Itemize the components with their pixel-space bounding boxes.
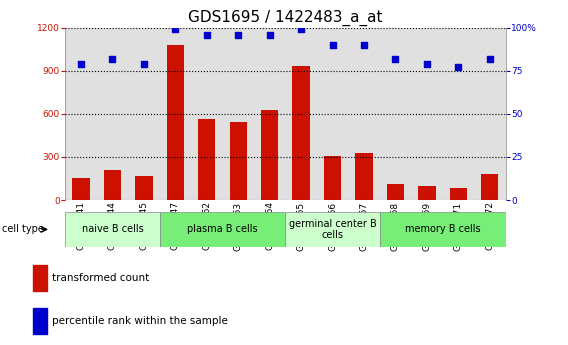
Text: naive B cells: naive B cells xyxy=(82,225,143,234)
Bar xyxy=(65,212,160,247)
Bar xyxy=(387,184,404,200)
Bar xyxy=(261,110,278,200)
Bar xyxy=(223,28,254,200)
Point xyxy=(391,56,400,61)
Bar xyxy=(317,28,348,200)
Bar xyxy=(198,119,215,200)
Point xyxy=(423,61,432,67)
Bar xyxy=(97,28,128,200)
Bar xyxy=(167,45,184,200)
Bar xyxy=(356,154,373,200)
Point xyxy=(454,65,463,70)
Bar xyxy=(411,28,442,200)
Bar xyxy=(128,28,160,200)
Bar xyxy=(33,308,47,334)
Text: percentile rank within the sample: percentile rank within the sample xyxy=(52,316,228,326)
Point xyxy=(360,42,369,48)
Bar xyxy=(72,178,90,200)
Bar xyxy=(481,174,499,200)
Point xyxy=(108,56,117,61)
Point xyxy=(139,61,148,67)
Point xyxy=(171,27,180,32)
Bar xyxy=(380,28,411,200)
Bar xyxy=(474,28,506,200)
Point xyxy=(485,56,494,61)
Bar xyxy=(285,28,317,200)
Bar xyxy=(293,66,310,200)
Bar xyxy=(33,265,47,291)
Point xyxy=(265,32,274,37)
Text: plasma B cells: plasma B cells xyxy=(187,225,258,234)
Bar xyxy=(229,122,247,200)
Point xyxy=(77,61,86,67)
Text: memory B cells: memory B cells xyxy=(405,225,481,234)
Bar xyxy=(450,188,467,200)
Bar xyxy=(104,170,121,200)
Bar xyxy=(160,212,285,247)
Bar xyxy=(348,28,380,200)
Point xyxy=(233,32,243,37)
Bar xyxy=(285,212,380,247)
Bar xyxy=(418,186,436,200)
Bar xyxy=(442,28,474,200)
Point xyxy=(328,42,337,48)
Bar xyxy=(380,212,506,247)
Text: transformed count: transformed count xyxy=(52,273,149,283)
Text: cell type: cell type xyxy=(2,225,44,234)
Point xyxy=(296,27,306,32)
Bar xyxy=(254,28,285,200)
Text: germinal center B
cells: germinal center B cells xyxy=(289,219,377,240)
Title: GDS1695 / 1422483_a_at: GDS1695 / 1422483_a_at xyxy=(188,10,383,26)
Bar xyxy=(324,156,341,200)
Bar xyxy=(65,28,97,200)
Point xyxy=(202,32,211,37)
Bar xyxy=(191,28,223,200)
Bar xyxy=(160,28,191,200)
Bar xyxy=(135,176,153,200)
